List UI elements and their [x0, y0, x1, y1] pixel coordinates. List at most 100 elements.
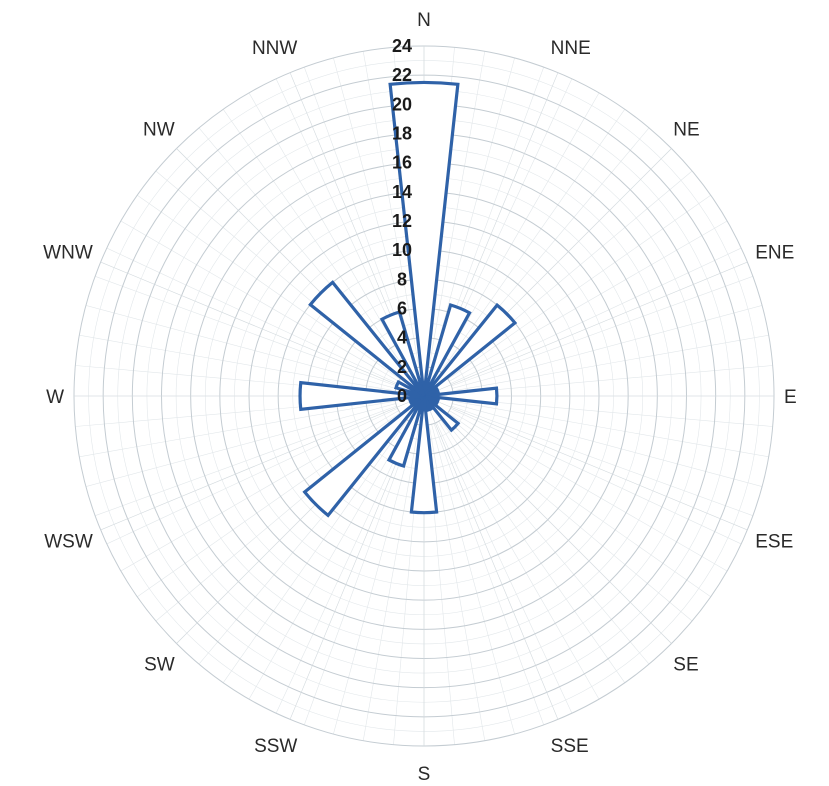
minor-grid-spoke — [275, 422, 412, 714]
direction-label-s: S — [418, 764, 431, 785]
direction-label-nne: NNE — [551, 38, 591, 59]
minor-grid-spoke — [223, 419, 408, 683]
tick-label: 14 — [392, 182, 412, 202]
grid-spoke — [423, 261, 748, 397]
direction-label-sw: SW — [144, 654, 175, 675]
minor-grid-spoke — [248, 421, 410, 700]
direction-label-se: SE — [673, 654, 698, 675]
grid-spoke — [100, 395, 425, 531]
minor-grid-spoke — [79, 400, 396, 458]
minor-grid-spoke — [304, 423, 415, 725]
minor-grid-spoke — [453, 365, 773, 394]
direction-label-nnw: NNW — [252, 38, 297, 59]
minor-grid-spoke — [442, 418, 650, 665]
minor-grid-spoke — [362, 51, 420, 368]
minor-grid-spoke — [120, 410, 399, 572]
direction-label-ne: NE — [673, 120, 699, 141]
tick-label: 2 — [397, 357, 407, 377]
direction-labels: N NNE NE ENE E ESE SE SSE S SSW SW WSW W WNW NW NNW — [43, 10, 797, 785]
minor-grid-spoke — [137, 195, 401, 380]
petal-w — [298, 380, 425, 412]
petal-s — [409, 395, 439, 515]
tick-label: 20 — [392, 94, 412, 114]
direction-label-ese: ESE — [755, 532, 793, 553]
minor-grid-spoke — [433, 423, 544, 725]
minor-grid-spoke — [451, 405, 753, 516]
minor-grid-spoke — [440, 109, 625, 373]
tick-label: 16 — [392, 153, 412, 173]
grid-spoke — [423, 395, 748, 531]
minor-grid-spoke — [431, 424, 515, 735]
minor-grid-spoke — [440, 419, 625, 683]
minor-grid-spoke — [106, 408, 398, 545]
minor-grid-spoke — [438, 92, 600, 371]
petal-ssw — [386, 395, 426, 468]
direction-label-ene: ENE — [755, 242, 794, 263]
petal-se — [422, 394, 461, 433]
grid-spoke — [423, 395, 559, 720]
tick-label: 8 — [397, 269, 407, 289]
minor-grid-spoke — [449, 220, 728, 382]
minor-grid-spoke — [449, 410, 728, 572]
minor-grid-spoke — [85, 305, 396, 389]
direction-label-sse: SSE — [551, 736, 589, 757]
tick-label: 22 — [392, 65, 412, 85]
minor-grid-spoke — [452, 400, 769, 458]
tick-label: 6 — [397, 299, 407, 319]
minor-grid-spoke — [450, 408, 742, 545]
direction-label-ssw: SSW — [254, 736, 297, 757]
tick-label: 0 — [397, 386, 407, 406]
direction-label-nw: NW — [143, 120, 175, 141]
direction-label-w: W — [46, 387, 64, 408]
petal-ne — [422, 302, 518, 398]
minor-grid-spoke — [362, 424, 420, 741]
minor-grid-spoke — [333, 424, 417, 735]
minor-grid-spoke — [447, 195, 711, 380]
minor-grid-spoke — [438, 421, 600, 700]
minor-grid-spoke — [453, 398, 773, 427]
minor-grid-spoke — [223, 109, 408, 373]
petal-e — [423, 386, 499, 406]
minor-grid-spoke — [95, 276, 397, 387]
tick-label: 24 — [392, 36, 412, 56]
minor-grid-spoke — [120, 220, 399, 382]
minor-grid-spoke — [452, 403, 763, 487]
minor-grid-spoke — [452, 334, 769, 392]
petal-nw — [308, 280, 426, 398]
petal-sw — [302, 394, 426, 518]
grid-spoke — [100, 261, 425, 397]
petal-nne — [422, 303, 472, 397]
minor-grid-spoke — [79, 334, 396, 392]
minor-grid-spoke — [248, 92, 410, 371]
direction-label-wnw: WNW — [43, 242, 93, 263]
tick-label: 12 — [392, 211, 412, 231]
minor-grid-spoke — [436, 422, 573, 714]
petal-n — [388, 80, 460, 397]
petal-wnw — [394, 379, 425, 398]
minor-grid-spoke — [428, 51, 486, 368]
minor-grid-spoke — [431, 57, 515, 368]
minor-grid-spoke — [451, 276, 753, 387]
minor-grid-spoke — [106, 247, 398, 384]
minor-grid-spoke — [95, 405, 397, 516]
minor-grid-spoke — [447, 412, 711, 597]
minor-grid-spoke — [446, 414, 693, 622]
petal-nnw — [379, 310, 426, 397]
tick-label: 4 — [397, 328, 407, 348]
minor-grid-spoke — [137, 412, 401, 597]
minor-grid-spoke — [452, 305, 763, 389]
minor-grid-spoke — [450, 247, 742, 384]
series-petals — [298, 80, 518, 518]
minor-grid-spoke — [428, 424, 486, 741]
tick-label: 18 — [392, 124, 412, 144]
direction-label-e: E — [784, 387, 797, 408]
grid-spoke — [423, 395, 672, 644]
direction-label-n: N — [417, 10, 431, 31]
minor-grid-spoke — [333, 57, 417, 368]
direction-label-wsw: WSW — [44, 532, 93, 553]
tick-label: 10 — [392, 240, 412, 260]
minor-grid-spoke — [85, 403, 396, 487]
